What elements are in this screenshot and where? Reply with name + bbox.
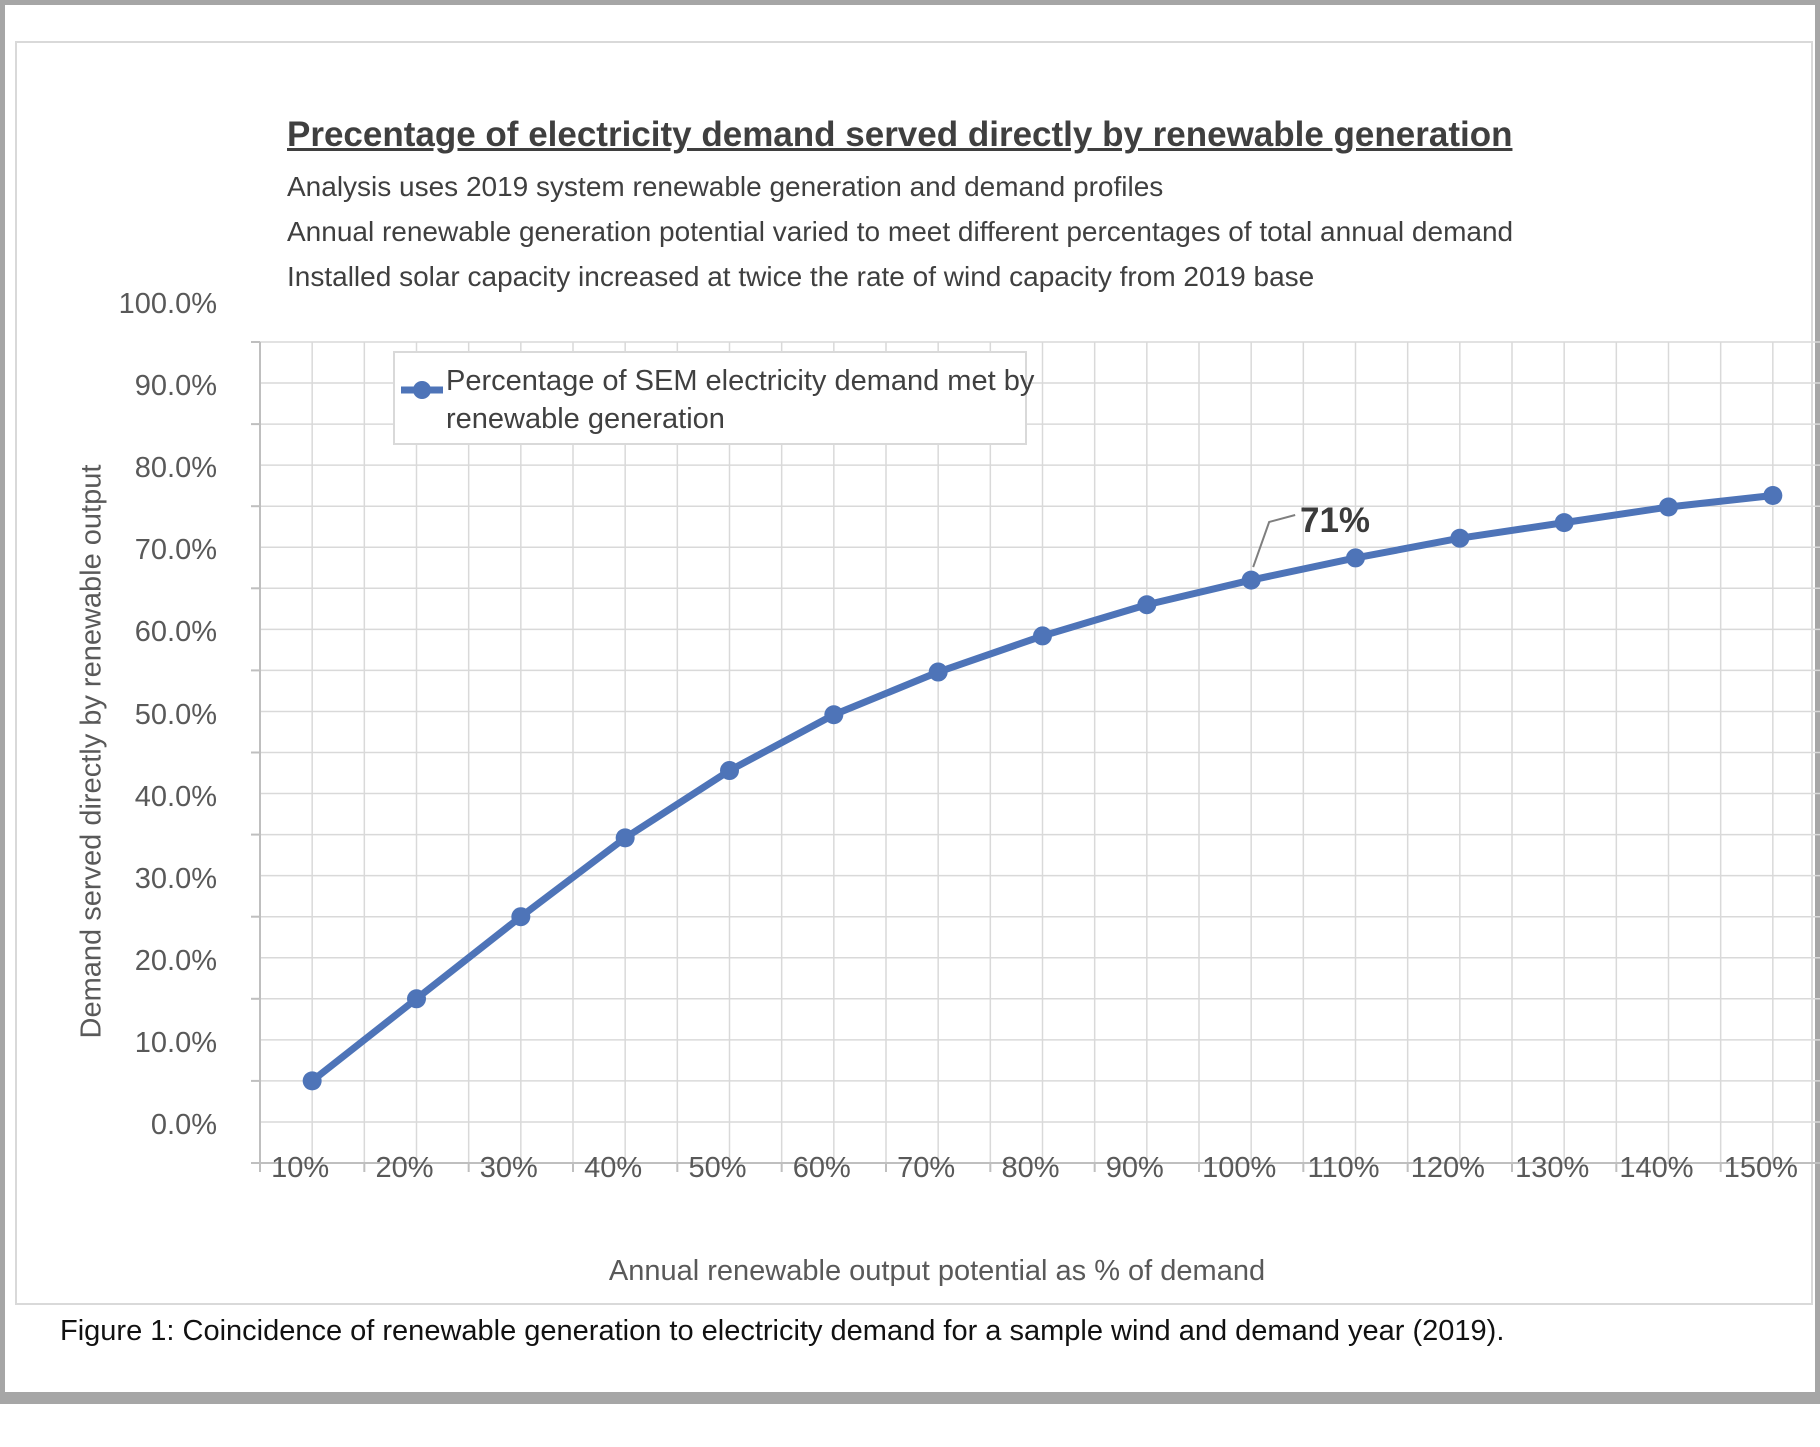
x-axis-tick-label: 150%: [1723, 1152, 1798, 1184]
x-axis-tick-label: 70%: [897, 1152, 956, 1184]
data-point-marker: [928, 662, 948, 682]
figure-frame: Precentage of electricity demand served …: [0, 0, 1820, 1404]
x-axis-tick-label: 10%: [271, 1152, 330, 1184]
data-point-marker: [1137, 595, 1157, 615]
y-axis-tick-label: 40.0%: [134, 780, 217, 813]
chart-subtitle-2: Annual renewable generation potential va…: [287, 216, 1514, 247]
data-point-marker: [1346, 548, 1365, 568]
legend-line-marker-icon: [401, 381, 443, 399]
plot-area: [251, 341, 1820, 1172]
y-axis-tick-label: 70.0%: [134, 534, 217, 567]
data-point-marker: [824, 705, 844, 725]
legend: Percentage of SEM electricity demand met…: [393, 351, 1034, 445]
y-axis-tick-label: 50.0%: [134, 698, 217, 731]
data-point-marker: [1763, 486, 1783, 506]
legend-label-line2: renewable generation: [446, 403, 725, 435]
annotation-leader-line: [1252, 514, 1296, 568]
data-point-marker: [720, 761, 739, 781]
x-axis-tick-label: 110%: [1307, 1152, 1380, 1184]
x-axis-tick-label: 120%: [1410, 1152, 1485, 1184]
chart-subtitle-1: Analysis uses 2019 system renewable gene…: [287, 171, 1164, 202]
x-axis-tick-label: 60%: [792, 1152, 851, 1184]
data-point-marker: [615, 828, 635, 848]
y-axis-title: Demand served directly by renewable outp…: [75, 464, 108, 1039]
y-axis-tick-label: 100.0%: [118, 288, 217, 320]
x-axis-tick-label: 80%: [1001, 1152, 1060, 1184]
chart-subtitle-3: Installed solar capacity increased at tw…: [287, 261, 1315, 292]
y-axis-tick-label: 60.0%: [134, 616, 217, 649]
y-axis-tick-label: 0.0%: [150, 1109, 217, 1141]
data-point-marker: [1659, 497, 1678, 517]
legend-label: Percentage of SEM electricity demand met…: [446, 362, 1034, 438]
data-point-marker: [407, 989, 426, 1009]
x-axis-tick-label: 90%: [1105, 1152, 1164, 1184]
x-axis-tick-label: 140%: [1619, 1152, 1694, 1184]
data-label-annotation: 71%: [1300, 501, 1371, 540]
data-point-marker: [1554, 513, 1574, 533]
x-axis-tick-label: 50%: [688, 1152, 747, 1184]
data-point-marker: [302, 1071, 322, 1091]
figure-caption: Figure 1: Coincidence of renewable gener…: [60, 1315, 1505, 1347]
x-axis-tick-label: 20%: [375, 1152, 434, 1184]
chart-container: Precentage of electricity demand served …: [15, 41, 1820, 1305]
y-axis-tick-label: 90.0%: [134, 370, 217, 403]
y-axis-tick-label: 80.0%: [134, 452, 217, 485]
data-point-marker: [1241, 570, 1261, 590]
legend-label-line1: Percentage of SEM electricity demand met…: [446, 365, 1035, 397]
x-axis-tick-label: 30%: [479, 1152, 538, 1184]
y-axis-tick-label: 10.0%: [134, 1026, 217, 1059]
y-axis-tick-label: 20.0%: [134, 944, 217, 977]
data-point-marker: [511, 907, 531, 927]
data-point-marker: [1033, 626, 1052, 646]
x-axis-tick-label: 40%: [584, 1152, 643, 1184]
chart-title: Precentage of electricity demand served …: [287, 115, 1513, 154]
x-axis-tick-label: 100%: [1202, 1152, 1277, 1184]
x-axis-title: Annual renewable output potential as % o…: [608, 1255, 1266, 1287]
y-axis-tick-label: 30.0%: [134, 862, 217, 895]
x-axis-tick-label: 130%: [1515, 1152, 1590, 1184]
data-point-marker: [1450, 528, 1470, 548]
